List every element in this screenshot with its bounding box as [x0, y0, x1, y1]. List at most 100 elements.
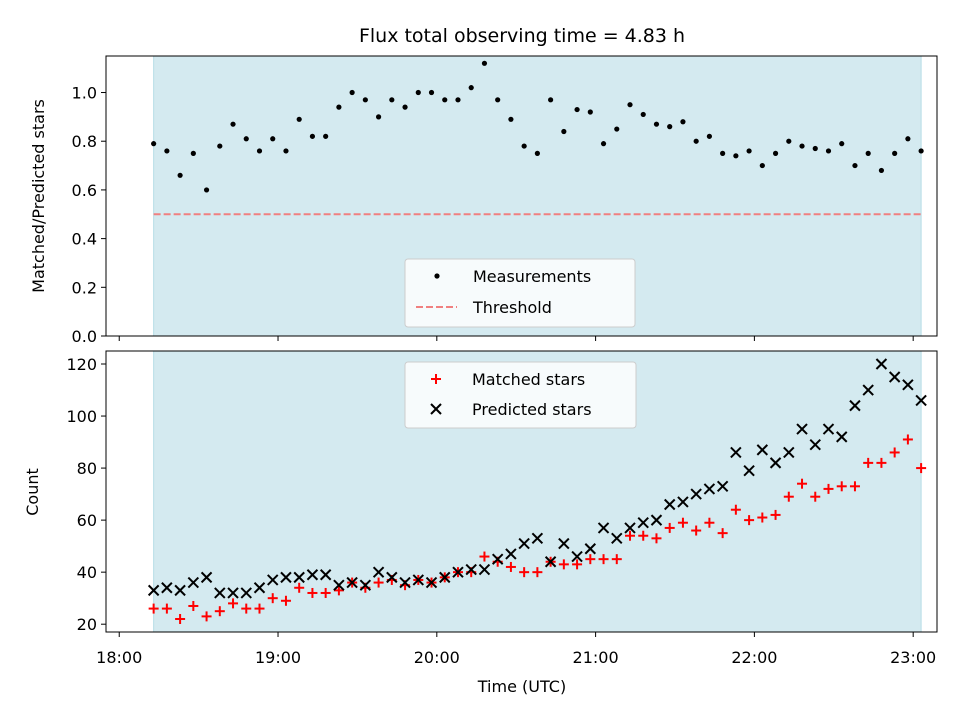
predicted-star-point: [518, 537, 530, 550]
predicted-star-point: [425, 576, 438, 589]
measurement-point: [243, 136, 249, 142]
matched-star-point: [214, 606, 225, 617]
bottom-axes-frame: [105, 350, 938, 633]
matched-star-point: [717, 528, 728, 539]
predicted-star-point: [399, 576, 411, 589]
predicted-star-point: [558, 537, 570, 550]
matched-star-point: [532, 567, 543, 578]
predicted-star-point: [346, 576, 358, 589]
measurement-point: [799, 143, 805, 149]
matched-star-point: [505, 561, 516, 572]
predicted-star-point: [849, 399, 861, 412]
top-y-tick-label: 1.0: [72, 84, 97, 103]
bottom-y-tick-label: 20: [77, 615, 97, 634]
predicted-star-point: [544, 556, 557, 568]
matched-star-point: [664, 522, 675, 533]
matched-star-point: [333, 585, 344, 596]
predicted-star-point: [280, 571, 292, 584]
predicted-star-point: [611, 532, 623, 545]
predicted-star-point: [915, 394, 927, 407]
matched-star-point: [307, 587, 318, 598]
top-x-ticks: [118, 336, 914, 341]
measurement-point: [839, 141, 845, 147]
legend-measurements-marker: [434, 273, 440, 279]
measurement-point: [309, 133, 316, 139]
bottom-legend: Matched stars Predicted stars: [404, 361, 637, 429]
predicted-star-point: [147, 584, 160, 597]
top-y-ticks: 0.0 0.2 0.4 0.6 0.8 1.0: [72, 84, 106, 346]
measurement-point: [217, 143, 223, 149]
top-y-tick-label: 0.8: [72, 132, 97, 151]
matched-star-point: [757, 512, 768, 523]
predicted-star-point: [531, 532, 544, 545]
matched-star-point: [161, 603, 172, 614]
matched-star-point: [849, 481, 860, 492]
measurement-point: [521, 143, 527, 149]
measurement-point: [614, 126, 620, 132]
measurement-point: [772, 150, 779, 156]
bottom-x-tick-label: 22:00: [731, 648, 777, 667]
matched-star-point: [651, 533, 662, 544]
matched-star-point: [863, 457, 874, 468]
matched-star-point: [254, 603, 265, 614]
predicted-star-point: [597, 522, 610, 534]
matched-star-point: [704, 517, 715, 528]
predicted-star-point: [677, 496, 689, 508]
matched-star-point: [797, 478, 808, 489]
matched-star-point: [744, 515, 755, 526]
measurement-point: [640, 111, 646, 118]
predicted-star-point: [465, 563, 477, 576]
matched-star-point: [148, 603, 159, 614]
predicted-star-point: [571, 550, 583, 563]
predicted-star-point: [359, 579, 372, 591]
predicted-star-point: [663, 498, 676, 511]
predicted-star-point: [319, 569, 332, 581]
measurement-point: [508, 116, 514, 122]
measurement-point: [190, 150, 196, 156]
matched-star-point: [241, 603, 252, 614]
predicted-star-point: [584, 543, 597, 555]
predicted-star-point: [743, 464, 755, 477]
predicted-star-point: [412, 574, 424, 586]
top-legend: Measurements Threshold: [404, 258, 636, 328]
measurement-point: [495, 97, 501, 103]
measurement-point: [733, 153, 739, 159]
measurement-point: [706, 133, 713, 139]
predicted-star-point: [769, 457, 782, 469]
top-y-tick-label: 0.2: [72, 278, 97, 297]
predicted-star-point: [624, 522, 636, 534]
predicted-star-point: [240, 587, 252, 599]
matched-star-point: [585, 554, 596, 565]
predicted-star-point: [716, 480, 729, 493]
matched-star-point: [677, 517, 688, 528]
matched-star-point: [320, 587, 331, 598]
measurement-point: [865, 150, 871, 156]
measurement-point: [759, 162, 765, 169]
legend-matched-marker: [431, 374, 441, 384]
measurement-point: [693, 138, 699, 144]
measurement-point: [627, 102, 633, 108]
matched-star-point: [902, 434, 913, 445]
matched-star-point: [783, 491, 794, 502]
measurement-point: [680, 119, 686, 125]
measurement-point: [442, 97, 448, 103]
measurement-point: [746, 148, 752, 154]
measurement-point: [389, 97, 395, 103]
measurement-point: [561, 128, 567, 135]
top-y-axis-label: Matched/Predicted stars: [29, 99, 48, 293]
measurement-point: [574, 106, 580, 113]
bottom-x-tick-label: 18:00: [96, 648, 142, 667]
bottom-legend-box: [404, 361, 637, 429]
measurement-point: [812, 145, 818, 152]
matched-star-point: [572, 559, 583, 570]
measurement-point: [918, 148, 924, 154]
legend-measurements-label: Measurements: [473, 267, 591, 286]
predicted-star-point: [227, 587, 239, 599]
predicted-star-point: [822, 423, 835, 435]
matched-star-point: [770, 509, 781, 520]
measurement-point: [720, 150, 726, 156]
bottom-panel: 20 40 60 80 100 120 18:00 19:00 20:00 21:00 22:00…: [23, 350, 938, 696]
measurement-point: [468, 85, 474, 91]
matched-star-point: [479, 551, 490, 562]
measurement-point: [336, 104, 342, 110]
